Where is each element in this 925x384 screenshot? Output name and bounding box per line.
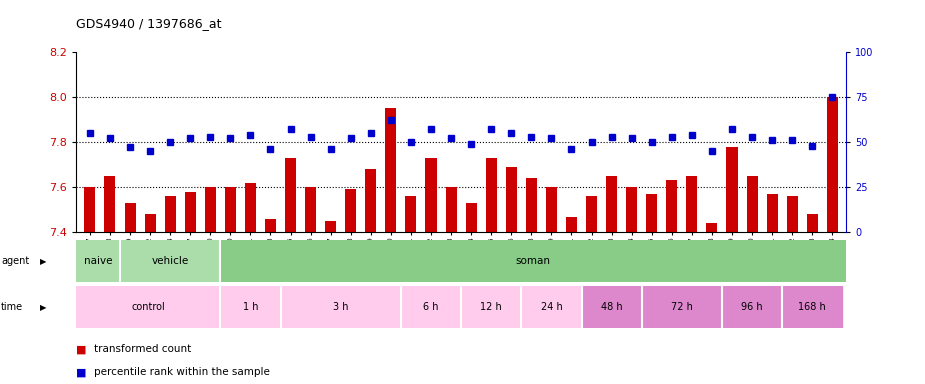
Text: ■: ■ [76, 367, 86, 377]
Bar [326, 221, 336, 232]
Bar [486, 158, 497, 232]
Text: percentile rank within the sample: percentile rank within the sample [94, 367, 270, 377]
Bar [746, 176, 758, 232]
Text: ▶: ▶ [40, 303, 46, 312]
Bar [76, 240, 120, 282]
Bar [405, 196, 416, 232]
Bar [76, 286, 220, 328]
Text: 24 h: 24 h [540, 302, 562, 312]
Bar [807, 214, 818, 232]
Bar [365, 169, 376, 232]
Bar [546, 187, 557, 232]
Bar [401, 286, 461, 328]
Bar [386, 108, 397, 232]
Bar [465, 203, 476, 232]
Text: 1 h: 1 h [242, 302, 258, 312]
Text: naive: naive [83, 256, 112, 266]
Bar [726, 147, 737, 232]
Bar [280, 286, 401, 328]
Bar [220, 286, 280, 328]
Bar [642, 286, 722, 328]
Text: GDS4940 / 1397686_at: GDS4940 / 1397686_at [76, 17, 221, 30]
Bar [144, 214, 155, 232]
Bar [125, 203, 136, 232]
Text: 96 h: 96 h [741, 302, 763, 312]
Bar [185, 192, 196, 232]
Bar [522, 286, 582, 328]
Text: 3 h: 3 h [333, 302, 349, 312]
Bar [707, 223, 718, 232]
Text: transformed count: transformed count [94, 344, 191, 354]
Bar [265, 219, 276, 232]
Text: ■: ■ [76, 344, 86, 354]
Bar [165, 196, 176, 232]
Bar [120, 240, 220, 282]
Bar [285, 158, 296, 232]
Bar [84, 187, 95, 232]
Text: time: time [1, 302, 23, 312]
Bar [767, 194, 778, 232]
Bar [666, 180, 677, 232]
Text: 72 h: 72 h [671, 302, 693, 312]
Bar [245, 183, 256, 232]
Bar [345, 189, 356, 232]
Bar [426, 158, 437, 232]
Bar [647, 194, 658, 232]
Bar [566, 217, 577, 232]
Bar [722, 286, 783, 328]
Text: 48 h: 48 h [601, 302, 623, 312]
Text: 168 h: 168 h [798, 302, 826, 312]
Bar [786, 196, 797, 232]
Text: 6 h: 6 h [424, 302, 438, 312]
Bar [686, 176, 697, 232]
Bar [506, 167, 517, 232]
Text: agent: agent [1, 256, 30, 266]
Bar [525, 178, 536, 232]
Text: control: control [131, 302, 165, 312]
Bar [446, 187, 457, 232]
Bar [606, 176, 617, 232]
Bar [461, 286, 522, 328]
Text: ▶: ▶ [40, 257, 46, 266]
Bar [582, 286, 642, 328]
Text: soman: soman [516, 256, 551, 266]
Bar [220, 240, 846, 282]
Bar [105, 176, 116, 232]
Text: 12 h: 12 h [480, 302, 502, 312]
Bar [305, 187, 316, 232]
Text: vehicle: vehicle [152, 256, 189, 266]
Bar [586, 196, 597, 232]
Bar [827, 97, 838, 232]
Bar [626, 187, 637, 232]
Bar [204, 187, 216, 232]
Bar [783, 286, 843, 328]
Bar [225, 187, 236, 232]
